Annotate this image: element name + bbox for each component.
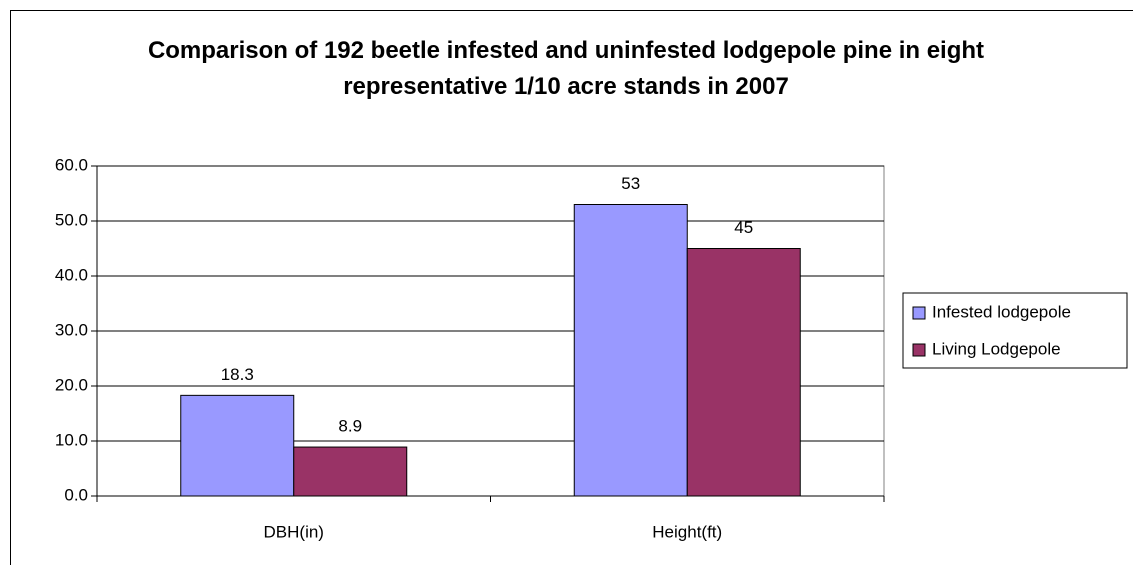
y-tick-label: 20.0 [55, 375, 88, 394]
bar [686, 248, 801, 497]
bar [293, 446, 408, 497]
value-label: 45 [734, 218, 753, 237]
value-label: 53 [621, 174, 640, 193]
y-tick-label: 30.0 [55, 320, 88, 339]
legend-swatch [912, 343, 926, 357]
legend-swatch [912, 306, 926, 320]
bar [180, 394, 295, 497]
value-label: 8.9 [338, 417, 362, 436]
y-tick-label: 10.0 [55, 430, 88, 449]
y-tick-label: 40.0 [55, 265, 88, 284]
y-tick-label: 60.0 [55, 155, 88, 174]
y-tick-label: 0.0 [64, 485, 88, 504]
x-tick-label: DBH(in) [264, 522, 324, 541]
y-tick-label: 50.0 [55, 210, 88, 229]
chart-title: Comparison of 192 beetle infested and un… [147, 37, 985, 100]
legend-label: Living Lodgepole [932, 339, 1061, 358]
legend-label: Infested lodgepole [932, 302, 1071, 321]
bar [573, 204, 688, 497]
value-label: 18.3 [221, 365, 254, 384]
legend-box [902, 292, 1128, 369]
x-tick-label: Height(ft) [652, 522, 722, 541]
